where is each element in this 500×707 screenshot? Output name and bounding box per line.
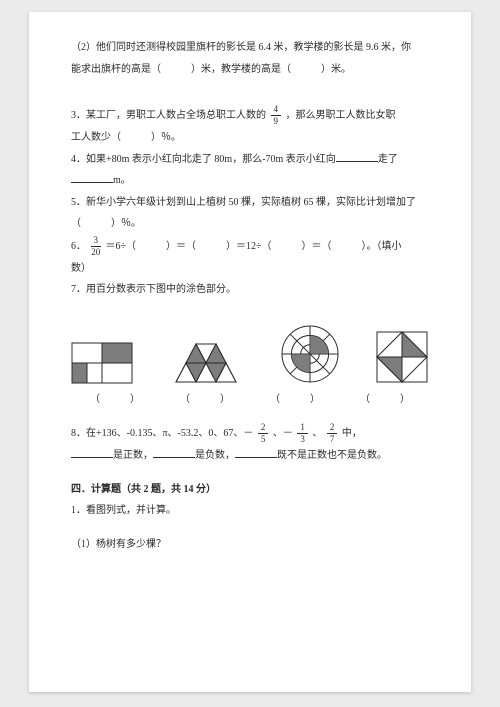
q6-pre: 6．: [71, 240, 86, 251]
q3-pre: 3．某工厂，男职工人数占全场总职工人数的: [71, 110, 266, 121]
page: （2）他们同时还测得校园里旗杆的影长是 6.4 米，教学楼的影长是 9.6 米，…: [29, 12, 471, 692]
q3-post: ，那么男职工人数比女职: [286, 110, 396, 121]
shape-triangle: [168, 342, 244, 384]
q3-frac: 4 9: [271, 105, 282, 126]
q8-c: 既不是正数也不是负数。: [277, 450, 387, 461]
q6-mid: ＝6÷（ ）＝（ ）＝12÷（ ）＝（ ）。（填小: [106, 240, 402, 251]
shapes-row: [71, 324, 429, 384]
q8-a: 是正数，: [113, 450, 153, 461]
q3-line2: 工人数少（ ）％。: [71, 128, 429, 148]
q4-line2: m。: [71, 171, 429, 191]
q6-frac: 3 20: [91, 236, 102, 257]
grid-icon: [71, 342, 133, 384]
q5-line2: （ ）％。: [71, 214, 429, 234]
c1-1: （1）杨树有多少棵？: [71, 535, 429, 555]
q8-s1: 、－: [273, 428, 293, 439]
q8-line2: 是正数， 是负数， 既不是正数也不是负数。: [71, 446, 429, 466]
c1: 1．看图列式，并计算。: [71, 501, 429, 521]
square-icon: [375, 330, 429, 384]
q8-post: 中，: [342, 428, 362, 439]
q4-post: 走了: [378, 154, 398, 165]
q8-s2: 、: [312, 428, 322, 439]
q8-f2: 13: [297, 423, 308, 444]
paren-3: （ ）: [255, 390, 335, 410]
q8-b: 是负数，: [195, 450, 235, 461]
q4-suffix: m。: [113, 175, 131, 186]
section4-title: 四．计算题（共 2 题，共 14 分）: [71, 480, 429, 500]
shape-square: [375, 330, 429, 384]
q4-pre: 4．如果+80m 表示小红向北走了 80m，那么-70m 表示小红向: [71, 154, 336, 165]
q2-line1: （2）他们同时还测得校园里旗杆的影长是 6.4 米，教学楼的影长是 9.6 米，…: [71, 38, 429, 58]
q8-f3: 27: [327, 423, 338, 444]
q6-line2: 数）: [71, 259, 429, 279]
q8-pre: 8．在+136、-0.135、π、-53.2、0、67、－: [71, 428, 253, 439]
q5-line1: 5．新华小学六年级计划到山上植树 50 棵，实际植树 65 棵，实际比计划增加了: [71, 193, 429, 213]
paren-4: （ ）: [345, 390, 425, 410]
shape-circle: [280, 324, 340, 384]
paren-row: （ ） （ ） （ ） （ ）: [71, 390, 429, 410]
shape-grid: [71, 342, 133, 384]
q4-line1: 4．如果+80m 表示小红向北走了 80m，那么-70m 表示小红向 走了: [71, 150, 429, 170]
q6-line1: 6． 3 20 ＝6÷（ ）＝（ ）＝12÷（ ）＝（ ）。（填小: [71, 236, 429, 257]
q8-line1: 8．在+136、-0.135、π、-53.2、0、67、－ 25 、－ 13 、…: [71, 423, 429, 444]
paren-1: （ ）: [75, 390, 155, 410]
circle-icon: [280, 324, 340, 384]
q7: 7．用百分数表示下图中的涂色部分。: [71, 280, 429, 300]
q2-line2: 能求出旗杆的高是（ ）米，教学楼的高是（ ）米。: [71, 60, 429, 80]
triangle-icon: [168, 342, 244, 384]
paren-2: （ ）: [165, 390, 245, 410]
q8-f1: 25: [258, 423, 269, 444]
q3-line1: 3．某工厂，男职工人数占全场总职工人数的 4 9 ，那么男职工人数比女职: [71, 105, 429, 126]
